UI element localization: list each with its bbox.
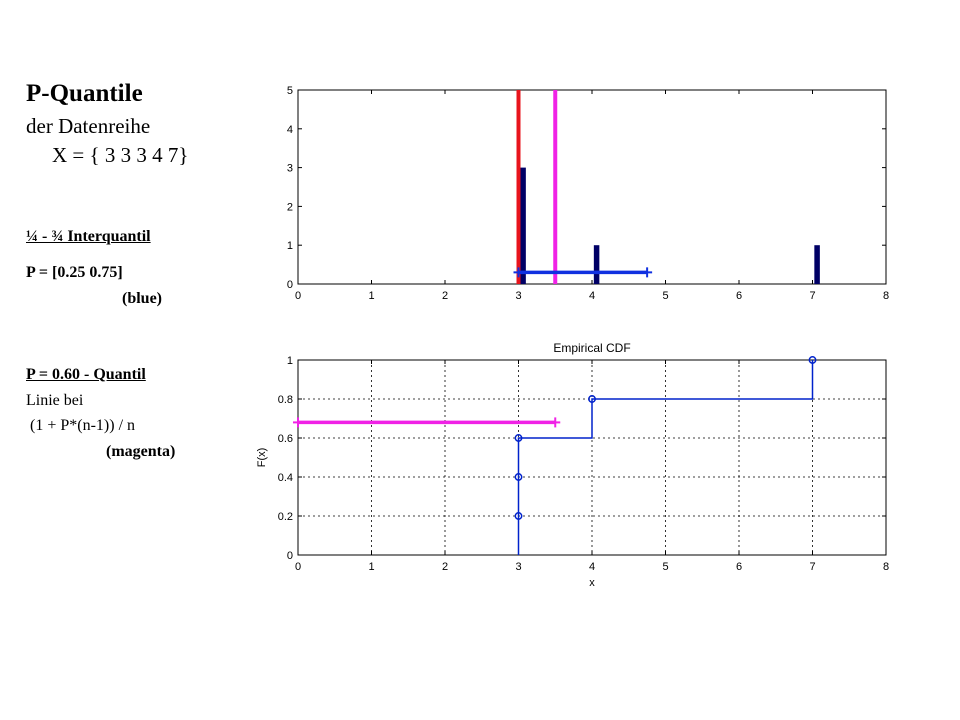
chart2-xtick-label: 3	[515, 561, 521, 573]
chart2-xtick-label: 7	[809, 561, 815, 573]
chart2-xlabel: x	[589, 577, 595, 589]
chart1-ytick-label: 4	[287, 124, 293, 136]
chart1-xtick-label: 2	[442, 290, 448, 302]
interquantil-p: P = [0.25 0.75]	[26, 264, 123, 281]
chart2-xtick-label: 4	[589, 561, 595, 573]
chart2-ytick-label: 0.8	[278, 394, 293, 406]
chart1-ytick-label: 3	[287, 163, 293, 175]
interquantil-heading: ¼ - ¾ Interquantil	[26, 228, 151, 245]
chart2-xtick-label: 2	[442, 561, 448, 573]
chart2-xtick-label: 6	[736, 561, 742, 573]
chart2-ytick-label: 0.4	[278, 472, 293, 484]
chart2-xtick-label: 0	[295, 561, 301, 573]
quantil-line-2: (1 + P*(n-1)) / n	[30, 417, 136, 434]
chart1-bar	[520, 167, 526, 284]
chart2-ytick-label: 1	[287, 355, 293, 367]
chart2-ytick-label: 0.6	[278, 433, 293, 445]
quantil-heading: P = 0.60 - Quantil	[26, 366, 146, 383]
chart2-title: Empirical CDF	[553, 341, 630, 355]
chart2-xtick-label: 5	[662, 561, 668, 573]
chart1-xtick-label: 4	[589, 290, 595, 302]
chart1-xtick-label: 5	[662, 290, 668, 302]
chart2-cdf-point	[514, 512, 523, 520]
chart2-xtick-label: 1	[368, 561, 374, 573]
chart2-ytick-label: 0.2	[278, 511, 293, 523]
chart2-ylabel: F(x)	[256, 448, 268, 468]
chart1-ytick-label: 0	[287, 279, 293, 291]
chart2-ytick-label: 0	[287, 550, 293, 562]
chart2-xtick-label: 8	[883, 561, 889, 573]
chart2-cdf-point	[588, 395, 596, 403]
subtitle-line-2: X = { 3 3 3 4 7}	[52, 143, 189, 167]
chart1-xtick-label: 8	[883, 290, 889, 302]
chart2-cdf-point	[514, 473, 523, 481]
chart1-bar	[593, 245, 600, 284]
quantil-line-1: Linie bei	[26, 392, 84, 409]
chart2-cdf-point	[808, 356, 817, 364]
interquantil-color: (blue)	[122, 290, 162, 307]
chart1-xtick-label: 1	[368, 290, 374, 302]
chart1-xtick-label: 0	[295, 290, 301, 302]
chart2-cdf-point	[514, 434, 523, 442]
subtitle-line-1: der Datenreihe	[26, 114, 151, 138]
quantil-color: (magenta)	[106, 443, 176, 460]
chart2-cdf-step-line	[517, 360, 814, 555]
chart1-axes-box	[297, 89, 887, 285]
chart1-ytick-label: 2	[287, 201, 293, 213]
chart1-bar	[814, 245, 820, 284]
chart1-xtick-label: 7	[809, 290, 815, 302]
slide-title: P-Quantile	[26, 80, 143, 107]
chart1-ytick-label: 1	[287, 240, 293, 252]
chart1-xtick-label: 3	[515, 290, 521, 302]
chart1-ytick-label: 5	[287, 85, 293, 97]
chart1-xtick-label: 6	[736, 290, 742, 302]
